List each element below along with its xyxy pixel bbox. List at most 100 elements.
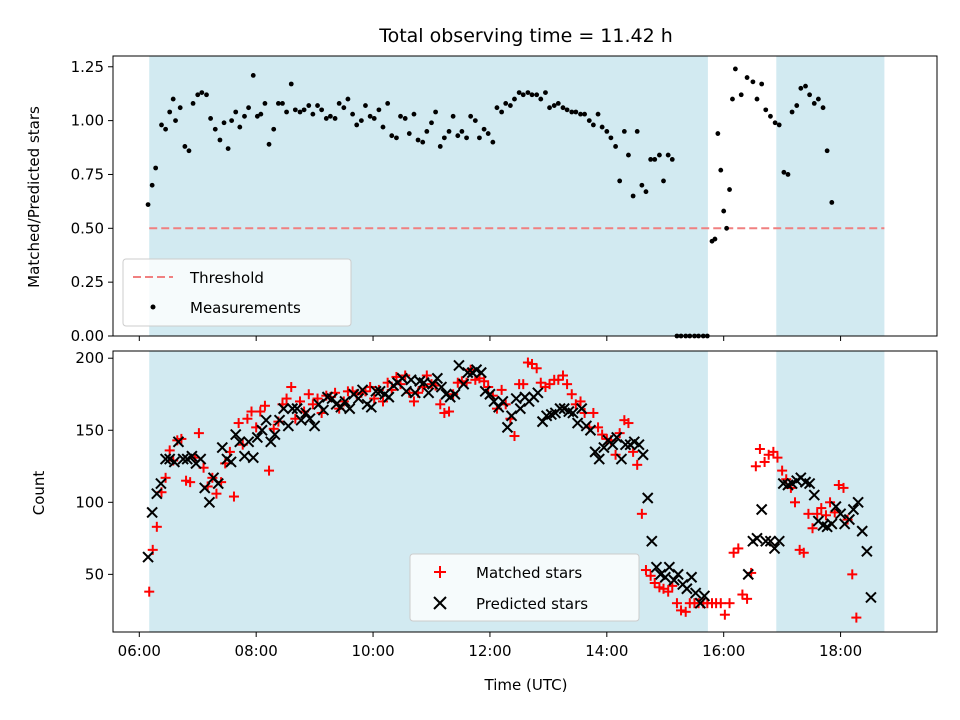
- matched-star-point: [566, 389, 577, 400]
- measurement-point: [208, 116, 213, 121]
- matched-star-point: [185, 477, 196, 488]
- predicted-star-point: [194, 453, 207, 465]
- measurement-point: [738, 92, 744, 98]
- matched-star-point: [803, 508, 814, 519]
- measurement-point: [354, 122, 360, 128]
- predicted-star-point: [764, 535, 777, 547]
- matched-star-point: [242, 413, 253, 424]
- measurement-point: [534, 92, 540, 98]
- matched-star-point: [259, 400, 270, 411]
- predicted-star-point: [615, 453, 628, 465]
- measurement-point: [163, 126, 168, 132]
- panel-counts: 50 100 150 200 06:00 08:00 10:00 12:00 14:00 16:…: [30, 349, 938, 694]
- measurement-point: [759, 81, 765, 87]
- measurement-point: [367, 113, 373, 119]
- predicted-star-point: [571, 417, 584, 429]
- measurement-point: [153, 165, 159, 171]
- predicted-star-point: [606, 438, 619, 451]
- measurement-point: [578, 111, 583, 117]
- matched-star-point: [789, 497, 800, 508]
- matched-star-point: [281, 393, 292, 404]
- matched-star-point: [303, 389, 314, 400]
- predicted-star-point: [199, 482, 211, 494]
- predicted-star-point: [265, 436, 277, 448]
- matched-star-point: [671, 598, 682, 609]
- predicted-star-point: [335, 401, 347, 413]
- measurement-point: [170, 96, 176, 102]
- predicted-star-point: [343, 402, 356, 415]
- measurement-point: [341, 105, 347, 111]
- measurement-point: [613, 144, 618, 149]
- predicted-star-point: [589, 446, 601, 458]
- measurement-point: [730, 96, 735, 102]
- matched-star-point: [479, 376, 490, 387]
- measurement-point: [661, 178, 666, 184]
- predicted-star-point: [808, 489, 820, 501]
- measurement-point: [485, 131, 491, 136]
- predicted-star-point: [659, 571, 671, 583]
- predicted-star-point: [230, 428, 242, 441]
- matched-star-point: [851, 612, 862, 623]
- measurement-point: [732, 66, 738, 72]
- measurement-point: [327, 113, 333, 119]
- matched-star-point: [286, 382, 297, 393]
- predicted-star-point: [642, 492, 654, 504]
- predicted-star-point: [405, 374, 417, 386]
- matched-star-point: [377, 396, 388, 407]
- top-legend: Threshold Measurements: [122, 258, 352, 327]
- x-tick-label: 06:00: [118, 642, 161, 660]
- matched-star-point: [724, 598, 735, 609]
- measurement-point: [250, 72, 256, 78]
- measurement-point: [599, 124, 605, 130]
- x-tick-label: 08:00: [235, 642, 278, 660]
- matched-star-point: [228, 491, 239, 502]
- measurement-point: [186, 148, 192, 154]
- top-y-ticks: 0.00 0.25 0.50 0.75 1.00 1.25: [71, 58, 113, 345]
- predicted-star-point: [830, 500, 842, 513]
- predicted-star-point: [168, 456, 181, 468]
- measurement-point: [441, 135, 447, 141]
- measurement-point: [520, 92, 526, 98]
- measurement-point: [665, 152, 671, 158]
- measurement-point: [512, 96, 517, 102]
- bottom-legend-box: [409, 553, 640, 622]
- predicted-star-point: [663, 561, 676, 573]
- predicted-star-point: [304, 413, 316, 425]
- predicted-star-point: [400, 385, 413, 398]
- measurement-point: [569, 109, 575, 115]
- predicted-star-point: [760, 535, 772, 547]
- predicted-star-point: [155, 477, 167, 490]
- predicted-star-point: [497, 395, 509, 408]
- predicted-star-point: [282, 420, 295, 432]
- predicted-star-point: [861, 545, 873, 558]
- matched-star-point: [742, 593, 753, 604]
- measurement-point: [221, 120, 227, 126]
- measurement-point: [718, 167, 724, 173]
- measurement-point: [604, 128, 610, 134]
- measurement-point: [159, 122, 164, 128]
- measurement-point: [323, 116, 329, 121]
- measurement-point: [503, 100, 509, 106]
- measurement-point: [669, 156, 675, 162]
- measurement-point: [789, 109, 795, 115]
- matched-star-point: [733, 543, 744, 554]
- predicted-star-point: [593, 453, 605, 465]
- measurement-point: [573, 109, 579, 115]
- measurement-point: [212, 126, 218, 132]
- measurement-point: [345, 96, 351, 102]
- measurement-point: [288, 81, 294, 87]
- measurement-point: [332, 116, 338, 121]
- predicted-star-point: [269, 428, 281, 441]
- predicted-star-point: [449, 388, 461, 400]
- measurement-point: [538, 96, 544, 102]
- measurement-point: [429, 120, 434, 126]
- measurement-point: [459, 128, 465, 134]
- predicted-star-point: [536, 415, 549, 428]
- y-tick-label: 1.00: [71, 112, 104, 130]
- predicted-star-point: [422, 387, 435, 399]
- measurement-point: [590, 122, 596, 128]
- measurement-point: [402, 116, 408, 121]
- legend-matched-swatch: [434, 566, 446, 578]
- predicted-star-point: [216, 441, 228, 454]
- predicted-star-point: [172, 436, 185, 448]
